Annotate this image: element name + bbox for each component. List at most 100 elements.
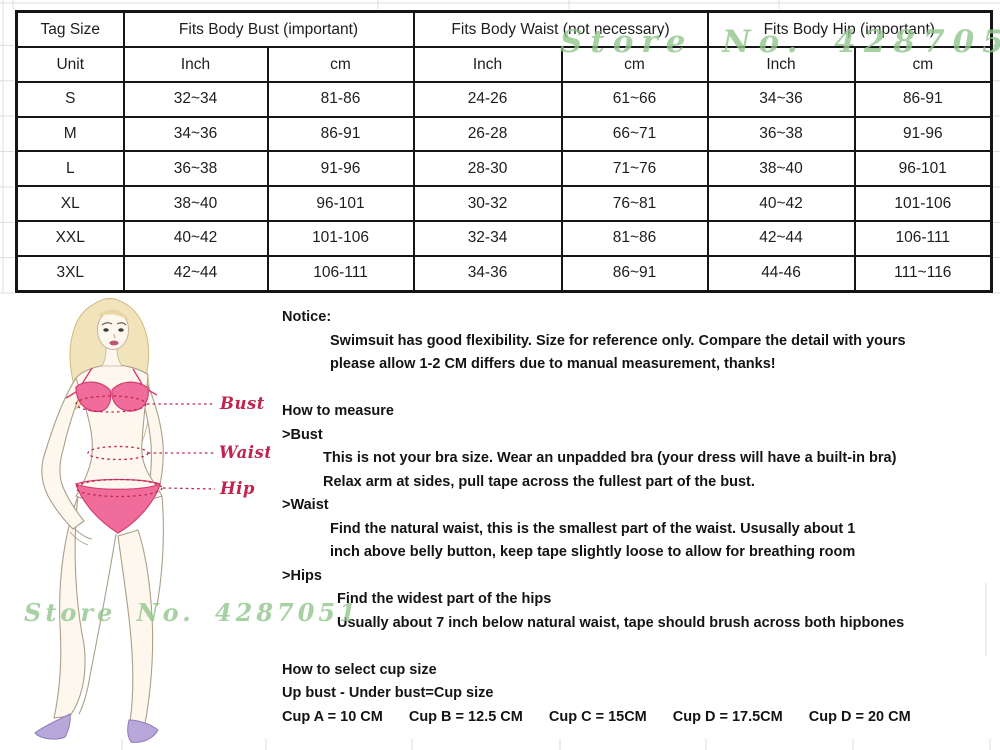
figure-right-leg (117, 529, 154, 725)
figure-bra-left-cup (75, 381, 112, 413)
table-cell: 32-34 (412, 220, 563, 257)
waist-instruction-line: Find the natural waist, this is the smal… (330, 520, 856, 537)
measurement-instructions: Notice: Swimsuit has good flexibility. S… (282, 306, 911, 729)
table-cell: 81~86 (560, 220, 709, 257)
figure-left-arm (41, 377, 87, 530)
table-cell: 106-111 (853, 220, 993, 257)
figure-left-eye (103, 328, 109, 332)
figure-left-leg (53, 495, 86, 719)
table-cell: 42~44 (122, 254, 269, 293)
unit-label-cell: Unit (15, 46, 125, 83)
header-tag-size: Tag Size (15, 10, 125, 49)
header-bust: Fits Body Bust (important) (122, 10, 415, 49)
hip-measure-line (75, 478, 163, 498)
table-cell: 66~71 (560, 115, 709, 153)
cup-size-value: Cup A = 10 CM (282, 708, 383, 725)
figure-nose (113, 333, 116, 339)
hips-instruction-line: Find the widest part of the hips (337, 591, 552, 607)
spacer (282, 377, 911, 401)
size-cell: 3XL (15, 254, 125, 293)
table-cell: 106-111 (266, 254, 415, 293)
bust-instruction-line: Relax arm at sides, pull tape across the… (323, 473, 755, 490)
figure-bikini-bottom (75, 482, 161, 534)
cup-size-values-row: Cup A = 10 CM Cup B = 12.5 CM Cup C = 15… (282, 706, 911, 730)
table-row: XXL 40~42 101-106 32-34 81~86 42~44 106-… (15, 220, 993, 257)
size-cell: L (15, 150, 125, 188)
table-cell: 96-101 (853, 150, 993, 188)
cup-size-value: Cup C = 15CM (548, 708, 647, 725)
table-cell: 91-96 (266, 150, 415, 188)
table-cell: 36~38 (122, 150, 269, 188)
size-cell: M (15, 115, 125, 153)
hips-instruction-line: Usually about 7 inch below natural waist… (337, 614, 905, 631)
spacer (282, 635, 911, 659)
unit-cell: Inch (122, 46, 269, 83)
unit-cell: cm (266, 46, 415, 83)
table-row: 3XL 42~44 106-111 34-36 86~91 44-46 111~… (15, 254, 993, 293)
table-cell: 86-91 (266, 115, 415, 153)
notice-line: Swimsuit has good flexibility. Size for … (330, 332, 906, 349)
cup-size-formula: Up bust - Under bust=Cup size (282, 685, 494, 701)
table-cell: 30-32 (412, 185, 563, 223)
table-row: L 36~38 91-96 28-30 71~76 38~40 96-101 (15, 150, 993, 188)
hip-label: Hip (219, 479, 255, 498)
size-cell: S (15, 80, 125, 118)
unit-cell: Inch (706, 46, 856, 83)
table-cell: 96-101 (266, 185, 415, 223)
table-cell: 71~76 (560, 150, 709, 188)
figure-fingers (69, 527, 93, 546)
bust-label: Bust (219, 394, 265, 413)
hip-leader-line (162, 487, 216, 490)
size-cell: XL (15, 185, 125, 223)
figure-bra-right-cup (111, 381, 149, 412)
figure-bikini-band (75, 478, 161, 485)
figure-eyebrows (101, 322, 127, 326)
table-cell: 42~44 (706, 220, 856, 257)
waist-instruction-line: inch above belly button, keep tape sligh… (330, 544, 856, 560)
bust-instruction-line: This is not your bra size. Wear an unpad… (323, 450, 897, 466)
table-cell: 26-28 (412, 115, 563, 153)
bust-section-title: >Bust (282, 426, 323, 443)
table-cell: 61~66 (560, 80, 709, 118)
table-cell: 81-86 (266, 80, 415, 118)
table-header-row: Tag Size Fits Body Bust (important) Fits… (15, 10, 993, 49)
table-cell: 76~81 (560, 185, 709, 223)
table-cell: 86-91 (853, 80, 993, 118)
unit-cell: Inch (412, 46, 563, 83)
cup-size-value: Cup D = 17.5CM (672, 708, 783, 725)
notice-title: Notice: (282, 309, 332, 325)
figure-hip-line (156, 495, 164, 607)
cup-size-value: Cup D = 20 CM (808, 708, 911, 725)
table-cell: 40~42 (706, 185, 856, 223)
bust-measure-line (75, 395, 147, 413)
table-cell: 101-106 (853, 185, 993, 223)
table-cell: 101-106 (266, 220, 415, 257)
table-cell: 44-46 (706, 254, 856, 293)
table-cell: 34~36 (122, 115, 269, 153)
figure-lips (109, 340, 119, 346)
table-cell: 40~42 (122, 220, 269, 257)
table-unit-row: Unit Inch cm Inch cm Inch cm (15, 46, 993, 83)
waist-label: Waist (219, 443, 270, 462)
unit-cell: cm (560, 46, 709, 83)
how-to-measure-title: How to measure (282, 403, 394, 419)
notice-line: please allow 1-2 CM differs due to manua… (330, 356, 776, 372)
header-hip: Fits Body Hip (important) (706, 10, 993, 49)
figure-left-shoe (34, 713, 71, 740)
table-cell: 38~40 (706, 150, 856, 188)
size-cell: XXL (15, 220, 125, 257)
table-cell: 36~38 (706, 115, 856, 153)
size-chart-table: Tag Size Fits Body Bust (important) Fits… (15, 10, 994, 293)
table-cell: 86~91 (560, 254, 709, 293)
figure-right-eye (118, 328, 124, 332)
table-cell: 38~40 (122, 185, 269, 223)
cup-size-title: How to select cup size (282, 661, 437, 678)
header-waist: Fits Body Waist (not necessary) (412, 10, 709, 49)
table-row: S 32~34 81-86 24-26 61~66 34~36 86-91 (15, 80, 993, 118)
figure-neck (101, 347, 123, 367)
table-cell: 24-26 (412, 80, 563, 118)
waist-section-title: >Waist (282, 497, 329, 513)
table-row: M 34~36 86-91 26-28 66~71 36~38 91-96 (15, 115, 993, 153)
table-cell: 34~36 (706, 80, 856, 118)
